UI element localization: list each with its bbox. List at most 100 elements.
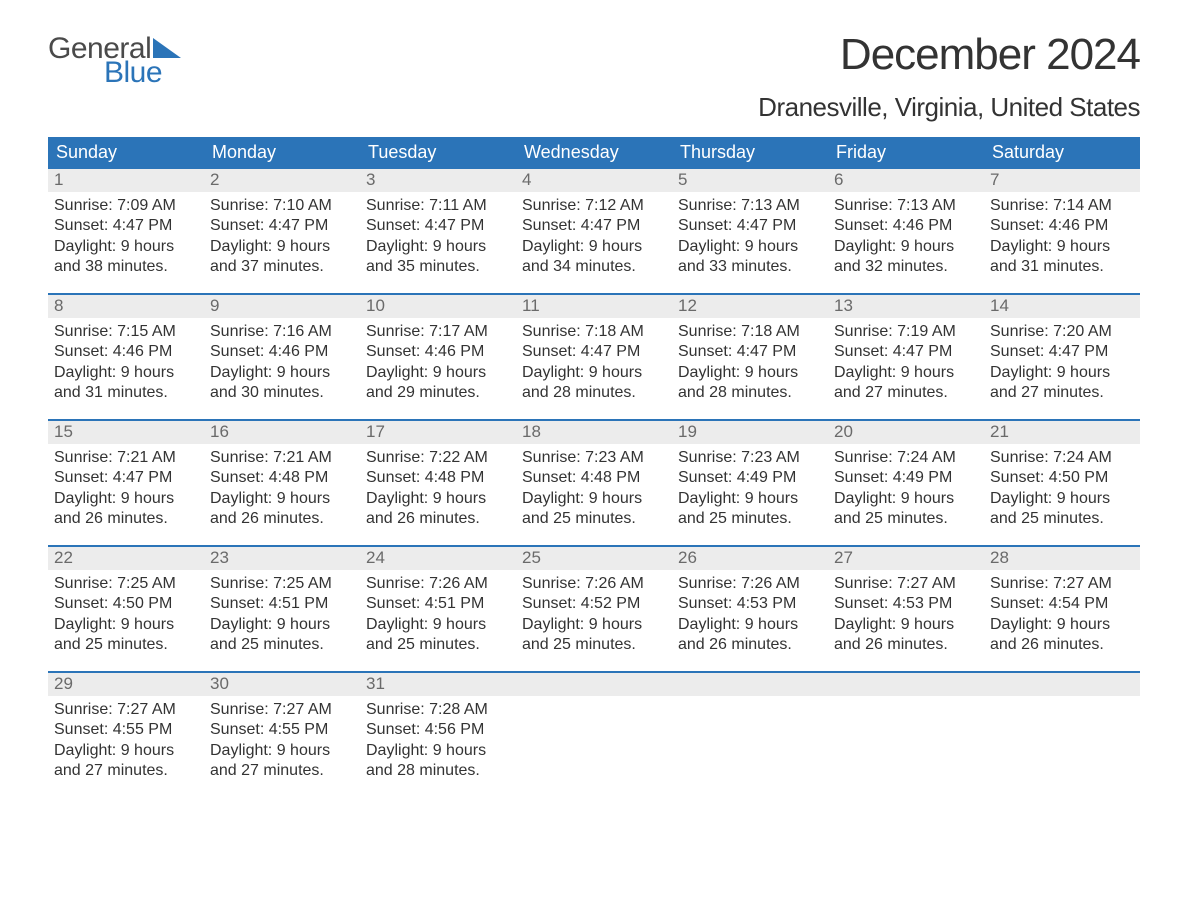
day-number: 28	[984, 547, 1140, 570]
day-sunrise: Sunrise: 7:26 AM	[366, 574, 510, 594]
day-number: 18	[516, 421, 672, 444]
day-number: 3	[360, 169, 516, 192]
day-number: 12	[672, 295, 828, 318]
day-body: Sunrise: 7:11 AMSunset: 4:47 PMDaylight:…	[360, 192, 516, 282]
day-cell: 28Sunrise: 7:27 AMSunset: 4:54 PMDayligh…	[984, 547, 1140, 671]
day-sunset: Sunset: 4:55 PM	[54, 720, 198, 740]
day-sunrise: Sunrise: 7:15 AM	[54, 322, 198, 342]
day-number	[516, 673, 672, 696]
week-row: 1Sunrise: 7:09 AMSunset: 4:47 PMDaylight…	[48, 169, 1140, 293]
day-sunset: Sunset: 4:51 PM	[210, 594, 354, 614]
day-number: 23	[204, 547, 360, 570]
day-body: Sunrise: 7:21 AMSunset: 4:47 PMDaylight:…	[48, 444, 204, 534]
day-dl2: and 28 minutes.	[678, 383, 822, 403]
day-number: 1	[48, 169, 204, 192]
day-cell: 8Sunrise: 7:15 AMSunset: 4:46 PMDaylight…	[48, 295, 204, 419]
day-dl1: Daylight: 9 hours	[210, 237, 354, 257]
day-sunset: Sunset: 4:47 PM	[210, 216, 354, 236]
day-dl2: and 25 minutes.	[522, 635, 666, 655]
day-number: 11	[516, 295, 672, 318]
day-dl1: Daylight: 9 hours	[834, 363, 978, 383]
day-sunset: Sunset: 4:46 PM	[990, 216, 1134, 236]
day-body: Sunrise: 7:15 AMSunset: 4:46 PMDaylight:…	[48, 318, 204, 408]
day-number: 29	[48, 673, 204, 696]
day-sunrise: Sunrise: 7:21 AM	[210, 448, 354, 468]
day-cell	[672, 673, 828, 797]
day-number: 19	[672, 421, 828, 444]
day-number: 24	[360, 547, 516, 570]
day-sunrise: Sunrise: 7:16 AM	[210, 322, 354, 342]
day-dl1: Daylight: 9 hours	[990, 363, 1134, 383]
location-subtitle: Dranesville, Virginia, United States	[758, 92, 1140, 123]
day-dl1: Daylight: 9 hours	[210, 615, 354, 635]
day-cell: 1Sunrise: 7:09 AMSunset: 4:47 PMDaylight…	[48, 169, 204, 293]
day-sunset: Sunset: 4:48 PM	[366, 468, 510, 488]
day-cell: 14Sunrise: 7:20 AMSunset: 4:47 PMDayligh…	[984, 295, 1140, 419]
day-body: Sunrise: 7:25 AMSunset: 4:50 PMDaylight:…	[48, 570, 204, 660]
dow-header-cell: Wednesday	[516, 137, 672, 169]
day-sunrise: Sunrise: 7:18 AM	[678, 322, 822, 342]
day-sunrise: Sunrise: 7:14 AM	[990, 196, 1134, 216]
day-number: 7	[984, 169, 1140, 192]
day-dl1: Daylight: 9 hours	[210, 741, 354, 761]
day-sunrise: Sunrise: 7:21 AM	[54, 448, 198, 468]
day-sunrise: Sunrise: 7:22 AM	[366, 448, 510, 468]
day-sunset: Sunset: 4:52 PM	[522, 594, 666, 614]
day-body: Sunrise: 7:26 AMSunset: 4:52 PMDaylight:…	[516, 570, 672, 660]
day-number	[828, 673, 984, 696]
day-body: Sunrise: 7:27 AMSunset: 4:55 PMDaylight:…	[48, 696, 204, 786]
day-dl1: Daylight: 9 hours	[366, 363, 510, 383]
day-dl1: Daylight: 9 hours	[54, 489, 198, 509]
day-sunset: Sunset: 4:47 PM	[54, 216, 198, 236]
day-number: 13	[828, 295, 984, 318]
day-dl1: Daylight: 9 hours	[990, 489, 1134, 509]
day-dl1: Daylight: 9 hours	[54, 615, 198, 635]
day-dl1: Daylight: 9 hours	[210, 489, 354, 509]
day-dl2: and 34 minutes.	[522, 257, 666, 277]
day-sunrise: Sunrise: 7:18 AM	[522, 322, 666, 342]
day-dl1: Daylight: 9 hours	[834, 615, 978, 635]
day-body: Sunrise: 7:16 AMSunset: 4:46 PMDaylight:…	[204, 318, 360, 408]
day-sunset: Sunset: 4:50 PM	[54, 594, 198, 614]
day-body: Sunrise: 7:25 AMSunset: 4:51 PMDaylight:…	[204, 570, 360, 660]
day-dl2: and 27 minutes.	[210, 761, 354, 781]
day-number: 17	[360, 421, 516, 444]
day-sunrise: Sunrise: 7:12 AM	[522, 196, 666, 216]
day-body: Sunrise: 7:26 AMSunset: 4:51 PMDaylight:…	[360, 570, 516, 660]
day-sunrise: Sunrise: 7:17 AM	[366, 322, 510, 342]
day-dl1: Daylight: 9 hours	[366, 237, 510, 257]
day-cell: 13Sunrise: 7:19 AMSunset: 4:47 PMDayligh…	[828, 295, 984, 419]
day-sunrise: Sunrise: 7:25 AM	[54, 574, 198, 594]
day-dl2: and 38 minutes.	[54, 257, 198, 277]
day-sunset: Sunset: 4:48 PM	[210, 468, 354, 488]
day-body: Sunrise: 7:09 AMSunset: 4:47 PMDaylight:…	[48, 192, 204, 282]
day-dl2: and 26 minutes.	[990, 635, 1134, 655]
day-dl2: and 25 minutes.	[678, 509, 822, 529]
day-sunset: Sunset: 4:51 PM	[366, 594, 510, 614]
day-dl1: Daylight: 9 hours	[678, 237, 822, 257]
day-dl1: Daylight: 9 hours	[366, 615, 510, 635]
day-dl1: Daylight: 9 hours	[678, 363, 822, 383]
day-number: 2	[204, 169, 360, 192]
day-body: Sunrise: 7:27 AMSunset: 4:54 PMDaylight:…	[984, 570, 1140, 660]
day-dl2: and 30 minutes.	[210, 383, 354, 403]
day-number: 4	[516, 169, 672, 192]
day-dl2: and 26 minutes.	[54, 509, 198, 529]
day-cell: 21Sunrise: 7:24 AMSunset: 4:50 PMDayligh…	[984, 421, 1140, 545]
day-sunrise: Sunrise: 7:19 AM	[834, 322, 978, 342]
day-sunrise: Sunrise: 7:27 AM	[54, 700, 198, 720]
day-number: 20	[828, 421, 984, 444]
day-cell: 23Sunrise: 7:25 AMSunset: 4:51 PMDayligh…	[204, 547, 360, 671]
day-sunset: Sunset: 4:55 PM	[210, 720, 354, 740]
day-dl1: Daylight: 9 hours	[834, 489, 978, 509]
day-dl2: and 31 minutes.	[990, 257, 1134, 277]
logo: General Blue	[48, 34, 181, 88]
day-cell: 31Sunrise: 7:28 AMSunset: 4:56 PMDayligh…	[360, 673, 516, 797]
day-sunrise: Sunrise: 7:28 AM	[366, 700, 510, 720]
day-dl2: and 28 minutes.	[366, 761, 510, 781]
day-body: Sunrise: 7:12 AMSunset: 4:47 PMDaylight:…	[516, 192, 672, 282]
day-dl1: Daylight: 9 hours	[522, 615, 666, 635]
day-cell: 18Sunrise: 7:23 AMSunset: 4:48 PMDayligh…	[516, 421, 672, 545]
day-sunrise: Sunrise: 7:13 AM	[678, 196, 822, 216]
day-sunset: Sunset: 4:46 PM	[366, 342, 510, 362]
